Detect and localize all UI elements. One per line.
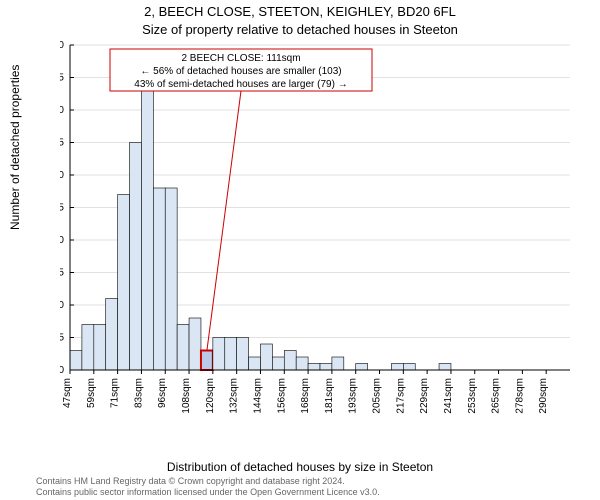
svg-text:108sqm: 108sqm [181,378,192,414]
bar [94,325,106,371]
svg-text:168sqm: 168sqm [300,378,311,414]
bar [130,143,142,371]
bar [296,357,308,370]
bar [70,351,82,371]
bar [439,364,451,371]
bar [213,338,225,371]
bar [260,344,272,370]
svg-text:193sqm: 193sqm [348,378,359,414]
bar [189,318,201,370]
bar [141,78,153,371]
bar [308,364,320,371]
chart-area: 0 5 10 15 20 25 30 35 40 45 50 47sqm 59sqm 71sqm 83sqm… [60,40,580,420]
svg-text:10: 10 [60,300,64,311]
bar [356,364,368,371]
svg-text:25: 25 [60,203,64,214]
svg-text:217sqm: 217sqm [395,378,406,414]
footer-line1: Contains HM Land Registry data © Crown c… [36,476,380,487]
bar [201,351,213,371]
plot-svg: 0 5 10 15 20 25 30 35 40 45 50 47sqm 59sqm 71sqm 83sqm… [60,40,580,420]
svg-text:120sqm: 120sqm [205,378,216,414]
x-axis-label: Distribution of detached houses by size … [0,460,600,474]
bar [225,338,237,371]
svg-text:96sqm: 96sqm [157,378,168,408]
annotation-line1: 2 BEECH CLOSE: 111sqm [181,53,300,64]
svg-text:132sqm: 132sqm [229,378,240,414]
bar [284,351,296,371]
svg-text:229sqm: 229sqm [419,378,430,414]
svg-text:290sqm: 290sqm [538,378,549,414]
bar [320,364,332,371]
svg-text:35: 35 [60,138,64,149]
svg-text:241sqm: 241sqm [443,378,454,414]
svg-text:181sqm: 181sqm [324,378,335,414]
bar [153,188,165,370]
bar [118,195,130,371]
chart-title-line2: Size of property relative to detached ho… [0,22,600,37]
y-axis-label: Number of detached properties [8,65,22,230]
svg-text:59sqm: 59sqm [86,378,97,408]
footer-text: Contains HM Land Registry data © Crown c… [36,476,380,498]
svg-text:156sqm: 156sqm [276,378,287,414]
svg-text:20: 20 [60,235,64,246]
bar [403,364,415,371]
svg-text:83sqm: 83sqm [133,378,144,408]
bar [177,325,189,371]
svg-text:50: 50 [60,40,64,51]
annotation-line3: 43% of semi-detached houses are larger (… [134,79,347,90]
svg-text:47sqm: 47sqm [62,378,73,408]
bar [106,299,118,371]
svg-text:15: 15 [60,268,64,279]
bar [165,188,177,370]
svg-text:253sqm: 253sqm [467,378,478,414]
svg-text:144sqm: 144sqm [252,378,263,414]
bar [332,357,344,370]
bar [391,364,403,371]
svg-text:45: 45 [60,73,64,84]
svg-text:265sqm: 265sqm [491,378,502,414]
bar [237,338,249,371]
annotation-connector [207,91,241,351]
svg-text:30: 30 [60,170,64,181]
bar [272,357,284,370]
svg-text:278sqm: 278sqm [514,378,525,414]
chart-title-line1: 2, BEECH CLOSE, STEETON, KEIGHLEY, BD20 … [0,4,600,19]
bar [249,357,261,370]
svg-text:71sqm: 71sqm [110,378,121,408]
bar [82,325,94,371]
footer-line2: Contains public sector information licen… [36,487,380,498]
svg-text:40: 40 [60,105,64,116]
svg-text:5: 5 [60,333,64,344]
svg-text:0: 0 [60,365,64,376]
annotation-line2: ← 56% of detached houses are smaller (10… [140,66,341,77]
svg-text:205sqm: 205sqm [372,378,383,414]
